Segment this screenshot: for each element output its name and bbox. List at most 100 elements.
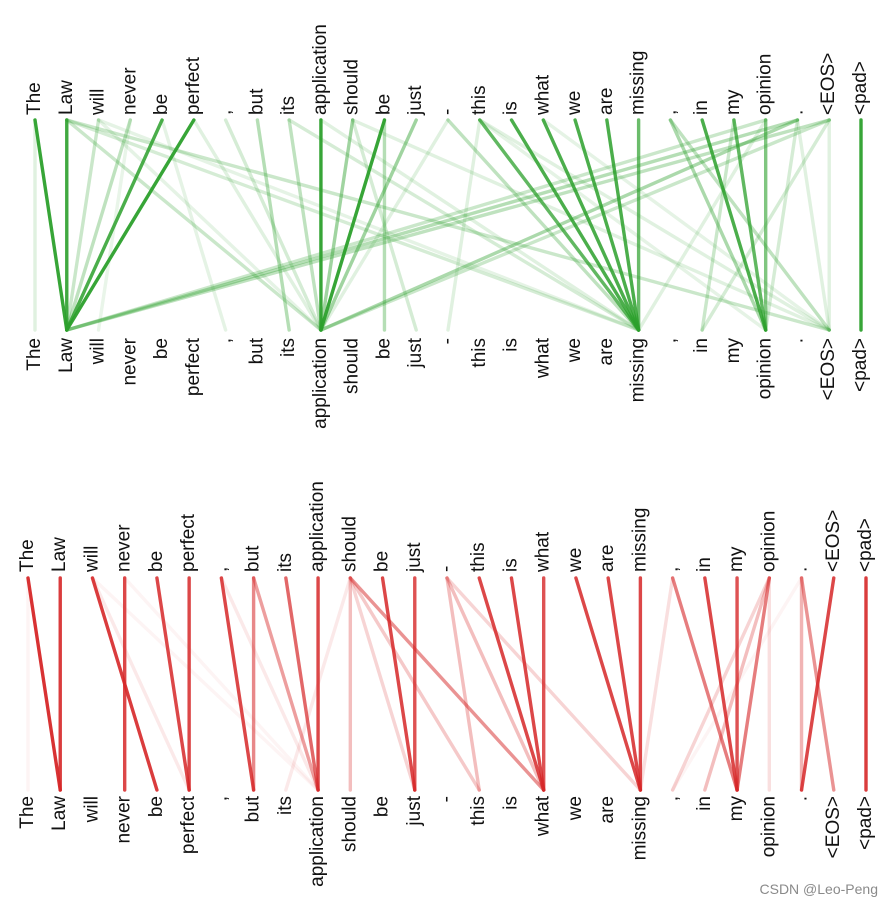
green-source-token-eos-25: <EOS> [818, 53, 839, 115]
red-target-token-its-8: its [275, 796, 296, 815]
green-link-2-1 [65, 118, 101, 332]
red-target-token-is-15: is [500, 796, 521, 810]
green-link-1-25 [65, 118, 831, 332]
red-target-token-this-14: this [468, 796, 489, 826]
red-target-token-but-7: but [243, 795, 264, 822]
green-attention-panel: The Law will never be perfect, but its applicati… [24, 24, 871, 429]
green-link-5-1 [65, 118, 196, 332]
red-link-3-9 [122, 576, 320, 792]
green-link-24-25 [795, 118, 831, 332]
red-target-token-what-16: what [533, 795, 554, 837]
red-link-17-19 [574, 576, 643, 792]
green-source-token-is-15: is [501, 101, 522, 115]
green-source-token-pad-26: <pad> [850, 61, 871, 115]
green-link-2-19 [96, 118, 641, 332]
green-target-token-will-2: will [88, 338, 109, 365]
green-link-18-19 [605, 118, 641, 332]
green-link-4-1 [65, 118, 164, 332]
green-link-13-19 [446, 118, 641, 332]
green-link-16-25 [541, 118, 831, 332]
green-link-11-9 [319, 118, 387, 332]
green-source-token-just-12: just [405, 85, 426, 116]
red-link-2-4 [90, 576, 159, 792]
green-target-token-eos-25: <EOS> [818, 338, 839, 400]
red-source-token-be-4: be [146, 551, 167, 572]
red-link-6-7 [219, 576, 256, 792]
red-link-2-5 [90, 576, 191, 792]
red-target-token-my-22: my [726, 796, 747, 822]
green-target-token-we-17: we [564, 338, 585, 363]
red-source-token-punct-24: . [791, 567, 812, 572]
green-target-token-punct-13: - [437, 338, 458, 344]
green-link-14-25 [478, 118, 831, 332]
red-target-token-will-2: will [81, 796, 102, 823]
green-link-14-13 [446, 118, 482, 332]
green-source-token-are-18: are [596, 88, 617, 115]
red-source-token-missing-19: missing [629, 508, 650, 572]
red-link-13-14 [445, 576, 481, 792]
green-source-tokens: The Law will never be perfect, but its applicati… [24, 24, 871, 116]
green-link-14-19 [478, 118, 641, 332]
red-link-6-9 [219, 576, 320, 792]
green-source-token-law-1: Law [56, 80, 77, 115]
red-target-token-punct-6: , [210, 796, 231, 801]
green-target-token-opinion-23: opinion [755, 338, 776, 399]
green-target-token-but-7: but [246, 337, 267, 364]
green-source-token-this-14: this [469, 85, 490, 115]
red-source-token-punct-13: - [436, 566, 457, 572]
red-target-tokens: The Law will never be perfect, but its applicati… [17, 795, 876, 887]
green-link-0-1 [33, 118, 69, 332]
green-target-token-perfect-5: perfect [183, 337, 204, 396]
green-link-24-1 [65, 118, 800, 332]
red-source-token-are-18: are [597, 545, 618, 572]
green-target-token-be-11: be [373, 338, 394, 359]
red-source-token-in-21: in [694, 557, 715, 572]
red-link-2-9 [90, 576, 320, 792]
green-link-22-21 [700, 118, 736, 332]
green-link-25-1 [65, 118, 831, 332]
green-link-12-9 [319, 118, 418, 332]
red-source-token-never-3: never [114, 524, 135, 572]
green-target-token-my-22: my [723, 338, 744, 364]
red-target-token-punct-24: . [791, 796, 812, 801]
red-target-token-we-17: we [565, 796, 586, 821]
green-source-token-punct-24: . [786, 110, 807, 115]
red-source-token-what-16: what [533, 531, 554, 573]
green-source-token-in-21: in [691, 100, 712, 115]
green-link-10-9 [319, 118, 355, 332]
green-link-22-23 [732, 118, 768, 332]
green-link-23-1 [65, 118, 768, 332]
red-source-token-law-1: Law [49, 537, 70, 572]
red-source-token-will-2: will [81, 546, 102, 573]
green-link-15-19 [509, 118, 641, 332]
green-target-token-its-8: its [278, 338, 299, 357]
red-link-0-1 [26, 576, 62, 792]
red-target-token-be-4: be [146, 796, 167, 817]
red-target-token-pad-26: <pad> [855, 796, 876, 850]
green-target-token-be-4: be [151, 338, 172, 359]
red-target-token-in-21: in [694, 796, 715, 811]
red-target-token-just-12: just [404, 795, 425, 826]
green-source-token-be-11: be [373, 94, 394, 115]
red-source-token-punct-6: , [210, 567, 231, 572]
green-link-1-9 [65, 118, 323, 332]
red-target-token-law-1: Law [49, 796, 70, 831]
green-source-token-what-16: what [532, 74, 553, 116]
red-target-token-punct-20: , [662, 796, 683, 801]
green-target-token-are-18: are [596, 338, 617, 365]
green-link-23-19 [636, 118, 768, 332]
green-source-token-be-4: be [151, 94, 172, 115]
green-target-token-missing-19: missing [628, 338, 649, 402]
red-target-token-are-18: are [597, 796, 618, 823]
red-source-token-punct-20: , [662, 567, 683, 572]
green-target-token-just-12: just [405, 337, 426, 368]
red-source-tokens: The Law will never be perfect, but its applicati… [17, 481, 876, 573]
red-source-token-just-12: just [404, 542, 425, 573]
red-link-21-22 [703, 576, 739, 792]
red-source-token-this-14: this [468, 542, 489, 572]
red-source-token-its-8: its [275, 553, 296, 572]
red-link-11-12 [380, 576, 417, 792]
red-source-token-but-7: but [243, 545, 264, 572]
red-target-token-application-9: application [307, 796, 328, 887]
red-target-token-punct-13: - [436, 796, 457, 802]
